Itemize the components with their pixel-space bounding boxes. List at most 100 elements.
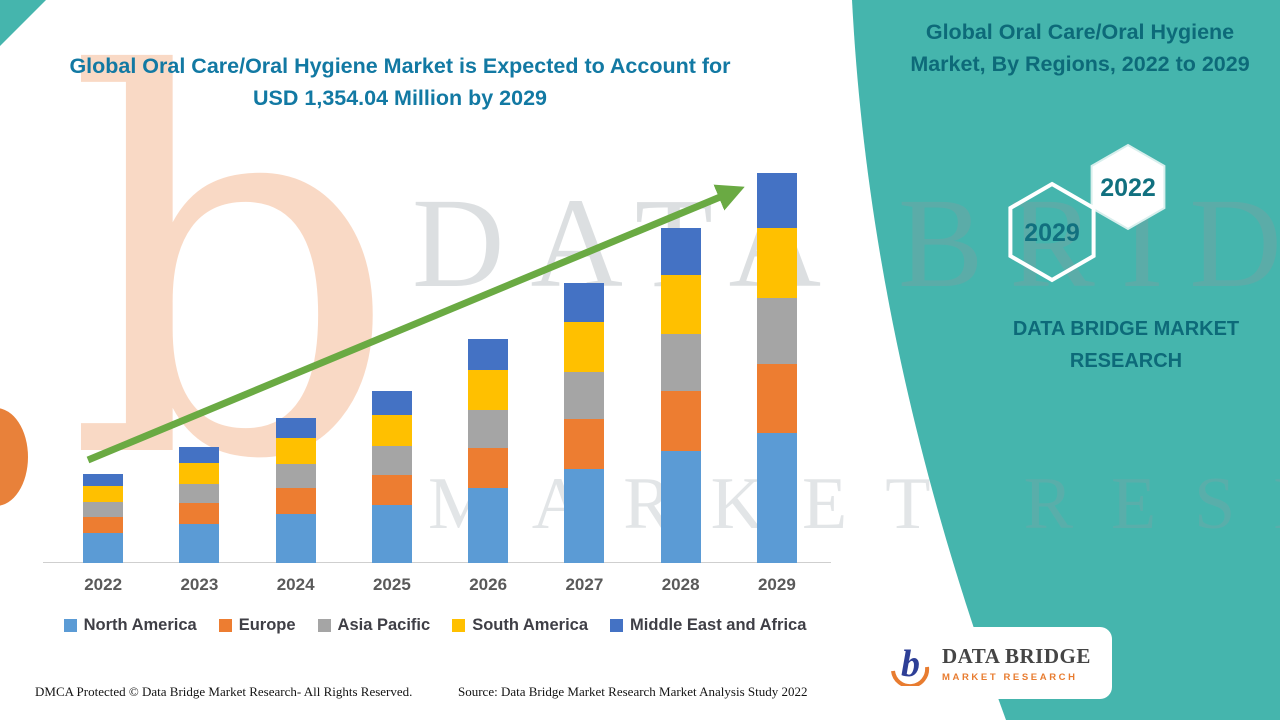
- legend-label-south-america: South America: [472, 616, 589, 634]
- segment-asia-pacific-2022: [83, 502, 124, 517]
- segment-middle-east-and-africa-2029: [756, 173, 797, 228]
- x-axis-label-2023: 2023: [180, 575, 219, 594]
- legend-label-asia-pacific: Asia Pacific: [337, 616, 431, 634]
- x-axis-label-2025: 2025: [372, 575, 411, 594]
- segment-north-america-2025: [371, 505, 412, 563]
- x-axis-label-2029: 2029: [757, 575, 796, 594]
- segment-asia-pacific-2023: [179, 483, 220, 504]
- teal-panel-shape: [852, 0, 1280, 720]
- legend-swatch-north-america: [63, 619, 77, 632]
- legend-item-europe: Europe: [218, 616, 296, 635]
- segment-europe-2029: [756, 363, 797, 434]
- segment-south-america-2026: [468, 369, 509, 410]
- segment-europe-2022: [83, 516, 124, 533]
- bar-stack-2025: [371, 390, 412, 563]
- segment-south-america-2023: [179, 463, 220, 484]
- legend-label-europe: Europe: [238, 616, 296, 634]
- segment-north-america-2026: [468, 488, 509, 563]
- bar-2025: 2025: [344, 160, 440, 594]
- segment-asia-pacific-2026: [468, 409, 509, 448]
- segment-europe-2028: [660, 390, 701, 451]
- bar-2022: 2022: [55, 160, 151, 594]
- bar-stack-2022: [83, 474, 124, 563]
- segment-europe-2026: [468, 447, 509, 489]
- segment-north-america-2029: [756, 433, 797, 563]
- bar-stack-2023: [179, 447, 220, 563]
- legend-item-south-america: South America: [452, 616, 588, 635]
- segment-middle-east-and-africa-2023: [179, 447, 220, 464]
- segment-north-america-2028: [660, 450, 701, 563]
- segment-europe-2023: [179, 503, 220, 525]
- segment-middle-east-and-africa-2022: [83, 474, 124, 487]
- segment-south-america-2024: [275, 437, 316, 464]
- segment-north-america-2024: [275, 514, 316, 563]
- segment-south-america-2028: [660, 274, 701, 335]
- logo-subtitle: MARKET RESEARCH: [942, 671, 1078, 683]
- bar-2026: 2026: [440, 160, 536, 594]
- bar-stack-2028: [660, 228, 701, 563]
- legend-item-north-america: North America: [63, 616, 197, 635]
- segment-europe-2027: [564, 419, 605, 470]
- corner-accent-triangle: [0, 0, 46, 46]
- dmca-notice: DMCA Protected © Data Bridge Market Rese…: [35, 684, 413, 699]
- segment-asia-pacific-2025: [371, 445, 412, 475]
- x-axis-label-2027: 2027: [565, 575, 604, 594]
- bar-stack-2024: [275, 417, 316, 563]
- segment-south-america-2029: [756, 227, 797, 298]
- stacked-bar-chart: 2022 2023 2024 2025 2026 2027 2028 2029: [43, 160, 831, 594]
- legend-swatch-asia-pacific: [317, 619, 331, 632]
- x-axis-line: [43, 562, 831, 563]
- bar-2023: 2023: [151, 160, 247, 594]
- segment-north-america-2022: [83, 532, 124, 563]
- year-hexagons: 2029 2022: [1008, 143, 1166, 283]
- legend-swatch-middle-east-and-africa: [610, 619, 624, 632]
- legend-swatch-south-america: [452, 619, 466, 632]
- legend-label-middle-east-and-africa: Middle East and Africa: [630, 616, 807, 634]
- segment-middle-east-and-africa-2026: [468, 338, 509, 370]
- legend-item-asia-pacific: Asia Pacific: [317, 616, 431, 635]
- segment-north-america-2027: [564, 469, 605, 563]
- segment-middle-east-and-africa-2025: [371, 390, 412, 415]
- segment-south-america-2027: [564, 322, 605, 373]
- segment-asia-pacific-2029: [756, 297, 797, 364]
- panel-title: Global Oral Care/Oral Hygiene Market, By…: [910, 20, 1250, 77]
- panel-brand-text: DATA BRIDGE MARKET RESEARCH: [1012, 318, 1240, 372]
- segment-asia-pacific-2027: [564, 372, 605, 420]
- bar-stack-2029: [756, 173, 797, 563]
- segment-asia-pacific-2028: [660, 334, 701, 391]
- svg-text:b: b: [901, 643, 920, 685]
- legend-label-north-america: North America: [83, 616, 197, 634]
- hexagon-2022-label: 2022: [1100, 174, 1156, 202]
- bar-2024: 2024: [248, 160, 344, 594]
- hexagon-2022-badge: [1090, 143, 1166, 231]
- segment-south-america-2025: [371, 414, 412, 446]
- legend-swatch-europe: [218, 619, 232, 632]
- bar-2028: 2028: [633, 160, 729, 594]
- logo-name: DATA BRIDGE: [942, 643, 1091, 668]
- segment-europe-2025: [371, 474, 412, 506]
- x-axis-label-2022: 2022: [84, 575, 123, 594]
- bar-2029: 2029: [729, 160, 825, 594]
- bar-stack-2027: [564, 283, 605, 563]
- bar-2027: 2027: [536, 160, 632, 594]
- data-bridge-logo-card: b DATA BRIDGE MARKET RESEARCH: [878, 627, 1112, 699]
- segment-middle-east-and-africa-2027: [564, 283, 605, 323]
- bar-stack-2026: [468, 338, 509, 563]
- chart-legend: North America Europe Asia Pacific South Ame…: [40, 616, 830, 635]
- segment-middle-east-and-africa-2028: [660, 228, 701, 275]
- x-axis-label-2026: 2026: [469, 575, 508, 594]
- x-axis-label-2024: 2024: [276, 575, 315, 594]
- legend-item-middle-east-and-africa: Middle East and Africa: [610, 616, 806, 635]
- segment-north-america-2023: [179, 524, 220, 563]
- segment-middle-east-and-africa-2024: [275, 417, 316, 438]
- chart-title: Global Oral Care/Oral Hygiene Market is …: [69, 54, 731, 111]
- segment-south-america-2022: [83, 486, 124, 502]
- hexagon-2029-label: 2029: [1024, 219, 1080, 247]
- source-note: Source: Data Bridge Market Research Mark…: [458, 684, 808, 699]
- hexagon-2029-badge: [1008, 181, 1096, 283]
- segment-asia-pacific-2024: [275, 463, 316, 489]
- data-bridge-b-icon: b: [891, 643, 930, 686]
- x-axis-label-2028: 2028: [661, 575, 700, 594]
